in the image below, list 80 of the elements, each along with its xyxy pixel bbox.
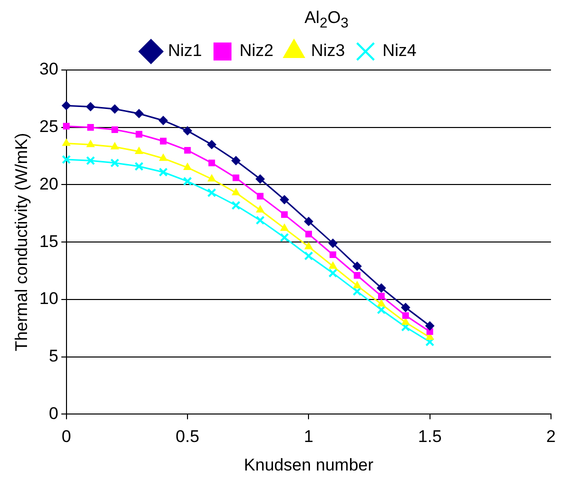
point	[280, 196, 289, 205]
point	[281, 212, 288, 218]
point	[87, 124, 94, 132]
y-tick-label: 15	[39, 232, 58, 252]
point	[328, 262, 337, 270]
point	[110, 104, 120, 114]
point	[304, 217, 314, 226]
point	[62, 101, 71, 110]
y-tick-label: 5	[48, 346, 58, 366]
x-tick-label: 2	[546, 427, 556, 446]
point	[208, 160, 216, 167]
point	[134, 109, 144, 118]
point	[401, 322, 410, 332]
point	[134, 162, 144, 172]
point	[304, 252, 314, 261]
point	[376, 284, 386, 293]
point	[425, 322, 434, 331]
legend-label: Niz4	[382, 42, 417, 61]
y-tick-label: 10	[39, 290, 58, 309]
point	[158, 168, 168, 178]
point	[136, 131, 142, 138]
point	[111, 126, 118, 134]
point	[353, 282, 362, 289]
legend-label: Niz1	[168, 42, 202, 61]
point	[328, 239, 338, 248]
point	[328, 268, 338, 278]
point	[304, 242, 313, 250]
y-tick-label: 30	[39, 60, 58, 80]
point	[256, 174, 265, 184]
point	[401, 303, 410, 312]
point	[110, 158, 120, 168]
point	[232, 174, 240, 182]
point	[231, 156, 240, 166]
point	[231, 201, 240, 210]
y-tick-label: 25	[39, 117, 58, 136]
point	[354, 272, 360, 280]
point	[280, 224, 288, 232]
point	[402, 318, 410, 326]
y-tick-label: 0	[48, 404, 58, 424]
point	[135, 147, 143, 154]
x-axis-title: Knudsen number	[244, 456, 374, 475]
point	[305, 231, 312, 238]
point	[158, 116, 168, 126]
point	[207, 140, 216, 150]
point	[232, 188, 240, 196]
chart-title: Al$_{2}$O$_{3}$	[303, 8, 350, 32]
x-tick-label: 1	[304, 427, 314, 446]
point	[256, 206, 264, 213]
point	[160, 138, 167, 145]
point	[86, 140, 95, 148]
point	[352, 262, 362, 272]
point	[207, 188, 216, 198]
legend-label: Niz2	[239, 42, 274, 61]
point	[159, 154, 168, 162]
x-tick-label: 0	[62, 427, 72, 446]
x-tick-label: 0.5	[176, 427, 200, 446]
x-tick-label: 1.5	[418, 427, 442, 446]
point	[376, 306, 386, 315]
y-tick-label: 20	[39, 174, 58, 194]
point	[425, 338, 434, 347]
point	[256, 216, 265, 226]
point	[62, 155, 71, 164]
point	[86, 156, 96, 166]
point	[330, 252, 336, 258]
point	[352, 287, 362, 296]
point	[62, 139, 70, 146]
point	[402, 312, 409, 320]
point	[184, 163, 192, 170]
point	[182, 177, 192, 186]
point	[378, 293, 385, 300]
point	[280, 233, 289, 242]
point	[86, 102, 96, 112]
point	[110, 142, 119, 150]
point	[182, 126, 192, 136]
legend-label: Niz3	[311, 42, 346, 61]
point	[377, 300, 386, 307]
point	[256, 193, 264, 200]
y-axis-title: Thermal conductivity (W/mK)	[12, 133, 31, 352]
point	[208, 174, 216, 182]
point	[184, 147, 191, 154]
